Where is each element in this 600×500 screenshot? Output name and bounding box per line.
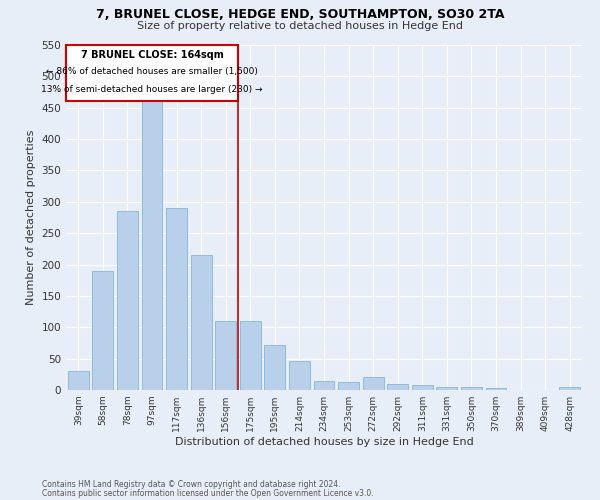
Bar <box>314 380 334 390</box>
Text: 7 BRUNEL CLOSE: 164sqm: 7 BRUNEL CLOSE: 164sqm <box>80 50 223 60</box>
FancyBboxPatch shape <box>66 45 238 102</box>
Bar <box>240 321 261 390</box>
Bar <box>362 378 383 390</box>
Bar <box>461 387 482 390</box>
Text: Size of property relative to detached houses in Hedge End: Size of property relative to detached ho… <box>137 21 463 31</box>
Text: 13% of semi-detached houses are larger (230) →: 13% of semi-detached houses are larger (… <box>41 84 263 94</box>
Bar <box>338 382 359 390</box>
Bar <box>92 271 113 390</box>
Y-axis label: Number of detached properties: Number of detached properties <box>26 130 36 305</box>
Text: Contains public sector information licensed under the Open Government Licence v3: Contains public sector information licen… <box>42 488 374 498</box>
Bar <box>559 387 580 390</box>
Text: 7, BRUNEL CLOSE, HEDGE END, SOUTHAMPTON, SO30 2TA: 7, BRUNEL CLOSE, HEDGE END, SOUTHAMPTON,… <box>96 8 504 20</box>
Bar <box>117 211 138 390</box>
Bar <box>68 371 89 390</box>
Bar <box>142 102 163 390</box>
Bar <box>289 360 310 390</box>
Bar <box>166 208 187 390</box>
Bar <box>485 388 506 390</box>
Text: ← 86% of detached houses are smaller (1,500): ← 86% of detached houses are smaller (1,… <box>46 68 258 76</box>
X-axis label: Distribution of detached houses by size in Hedge End: Distribution of detached houses by size … <box>175 437 473 447</box>
Bar <box>191 255 212 390</box>
Bar <box>412 385 433 390</box>
Text: Contains HM Land Registry data © Crown copyright and database right 2024.: Contains HM Land Registry data © Crown c… <box>42 480 341 489</box>
Bar <box>265 345 286 390</box>
Bar <box>215 321 236 390</box>
Bar <box>436 387 457 390</box>
Bar <box>387 384 408 390</box>
